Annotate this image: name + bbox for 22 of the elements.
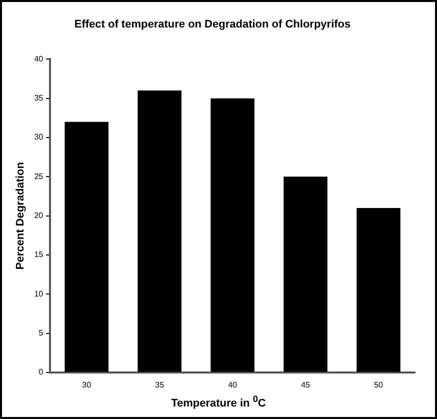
y-tick-label: 0 [38,368,44,377]
bar [64,122,108,372]
x-tick-label: 30 [82,380,92,390]
x-tick-label: 45 [301,380,311,390]
chart-title: Effect of temperature on Degradation of Chlorpyrifos [74,18,351,31]
x-tick-label: 40 [228,380,238,390]
bar [356,208,400,372]
bar [284,176,328,372]
x-axis-title: Temperature in $^{0}$C [170,394,267,410]
y-tick-label: 20 [34,211,44,220]
y-tick-label: 10 [34,289,44,298]
y-tick-label: 5 [38,328,44,338]
y-tick-label: 25 [34,172,44,181]
y-tick-label: 35 [34,94,44,103]
y-tick-label: 40 [34,54,44,64]
x-tick-label: 50 [374,380,384,390]
y-tick-label: 30 [34,132,44,142]
y-axis-title: Percent Degradation [14,162,27,270]
bar [138,90,182,372]
x-tick-label: 35 [155,380,165,390]
bar [210,98,254,372]
y-tick-label: 15 [34,250,44,260]
